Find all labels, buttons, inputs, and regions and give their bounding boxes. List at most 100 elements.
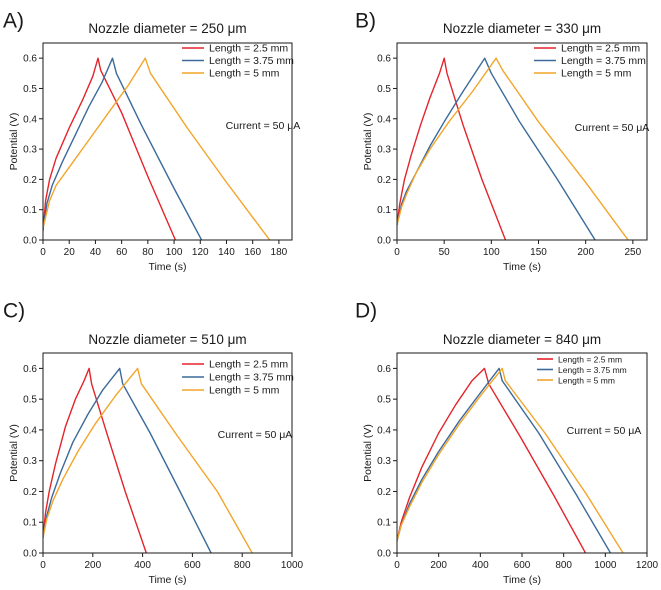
x-tick-label: 600 [514,560,531,571]
y-tick-label: 0.2 [23,487,37,498]
plot-frame [42,42,293,241]
y-tick-label: 0.4 [377,425,391,436]
x-tick-label: 400 [134,560,151,571]
x-tick-label: 0 [40,247,46,258]
legend-label-2: Length = 3.75 mm [561,55,646,67]
y-axis-label: Potential (V) [362,424,374,482]
y-tick-label: 0.6 [23,54,37,65]
y-tick-label: 0.1 [377,518,391,529]
y-tick-label: 0.4 [377,114,391,125]
x-tick-label: 140 [218,247,235,258]
x-tick-label: 150 [530,247,547,258]
current-annotation: Current = 50 μA [567,425,642,437]
x-tick-label: 600 [184,560,201,571]
panel-2: B) Nozzle diameter = 330 μm 0 50 100 150 200 25… [355,10,649,273]
series-line-2 [397,57,596,240]
x-tick-label: 100 [483,247,500,258]
panel-4: D) Nozzle diameter = 840 μm 0 200 400 600 800 1… [355,300,659,586]
y-tick-label: 0.3 [23,145,37,156]
y-tick-label: 0.0 [23,549,37,560]
panel-title: Nozzle diameter = 840 μm [443,332,601,347]
y-tick-label: 0.5 [23,84,37,95]
plot-area [397,367,624,553]
x-tick-label: 0 [394,560,400,571]
y-tick-label: 0.4 [23,114,37,125]
x-tick-label: 50 [439,247,451,258]
x-tick-label: 60 [116,247,128,258]
plot-area [43,57,271,240]
x-tick-label: 20 [64,247,76,258]
x-tick-label: 200 [84,560,101,571]
series-line-3 [397,57,629,240]
x-tick-label: 160 [244,247,261,258]
x-tick-label: 250 [625,247,642,258]
y-axis-label: Potential (V) [8,424,20,482]
x-axis-label: Time (s) [503,261,541,273]
legend-label-3: Length = 5 mm [558,376,615,386]
y-tick-label: 0.1 [377,205,391,216]
y-tick-label: 0.6 [377,54,391,65]
x-tick-label: 1000 [594,560,617,571]
x-tick-label: 0 [394,247,400,258]
y-tick-label: 0.5 [23,395,37,406]
legend-label-3: Length = 5 mm [209,385,280,397]
series-line-1 [43,367,147,553]
x-axis-label: Time (s) [148,574,186,586]
panel-3: C) Nozzle diameter = 510 μm 0 200 400 600 800 1… [3,300,304,586]
plot-frame [396,42,648,241]
x-tick-label: 100 [166,247,183,258]
y-tick-label: 0.2 [377,175,391,186]
panel-letter: C) [3,300,25,323]
panel-title: Nozzle diameter = 510 μm [88,332,246,347]
series-line-1 [397,57,507,240]
y-tick-label: 0.3 [23,456,37,467]
legend-label-3: Length = 5 mm [209,68,280,80]
y-tick-label: 0.3 [377,456,391,467]
x-tick-label: 400 [472,560,489,571]
y-tick-label: 0.2 [377,487,391,498]
plot-area [397,57,629,240]
x-tick-label: 1200 [636,560,659,571]
legend-label-1: Length = 2.5 mm [209,43,288,55]
x-tick-label: 120 [192,247,209,258]
y-tick-label: 0.6 [377,364,391,375]
panel-title: Nozzle diameter = 250 μm [88,21,246,36]
x-tick-label: 80 [142,247,154,258]
legend-label-2: Length = 3.75 mm [209,372,294,384]
y-tick-label: 0.0 [377,549,391,560]
series-line-3 [43,57,271,240]
x-tick-label: 200 [577,247,594,258]
x-tick-label: 1000 [281,560,304,571]
plot-area [43,367,253,553]
y-tick-label: 0.0 [23,236,37,247]
y-axis-label: Potential (V) [8,113,20,171]
series-line-3 [397,367,624,553]
plot-frame [42,352,293,554]
y-tick-label: 0.3 [377,145,391,156]
panel-title: Nozzle diameter = 330 μm [443,21,601,36]
x-tick-label: 180 [271,247,288,258]
y-tick-label: 0.4 [23,425,37,436]
x-tick-label: 200 [430,560,447,571]
series-line-2 [43,367,212,553]
y-tick-label: 0.1 [23,205,37,216]
legend-label-1: Length = 2.5 mm [561,43,640,55]
x-axis-label: Time (s) [148,261,186,273]
panel-letter: A) [3,10,24,33]
panel-letter: D) [355,300,377,323]
legend-label-2: Length = 3.75 mm [558,365,627,375]
y-tick-label: 0.5 [377,84,391,95]
current-annotation: Current = 50 μA [218,429,293,441]
series-line-3 [43,367,253,553]
series-line-1 [43,57,177,240]
panel-1: A) Nozzle diameter = 250 μm 0 20 40 60 80 100 12… [3,10,300,273]
current-annotation: Current = 50 μA [575,122,650,134]
series-line-1 [397,367,587,553]
y-tick-label: 0.6 [23,364,37,375]
legend-label-2: Length = 3.75 mm [209,55,294,67]
